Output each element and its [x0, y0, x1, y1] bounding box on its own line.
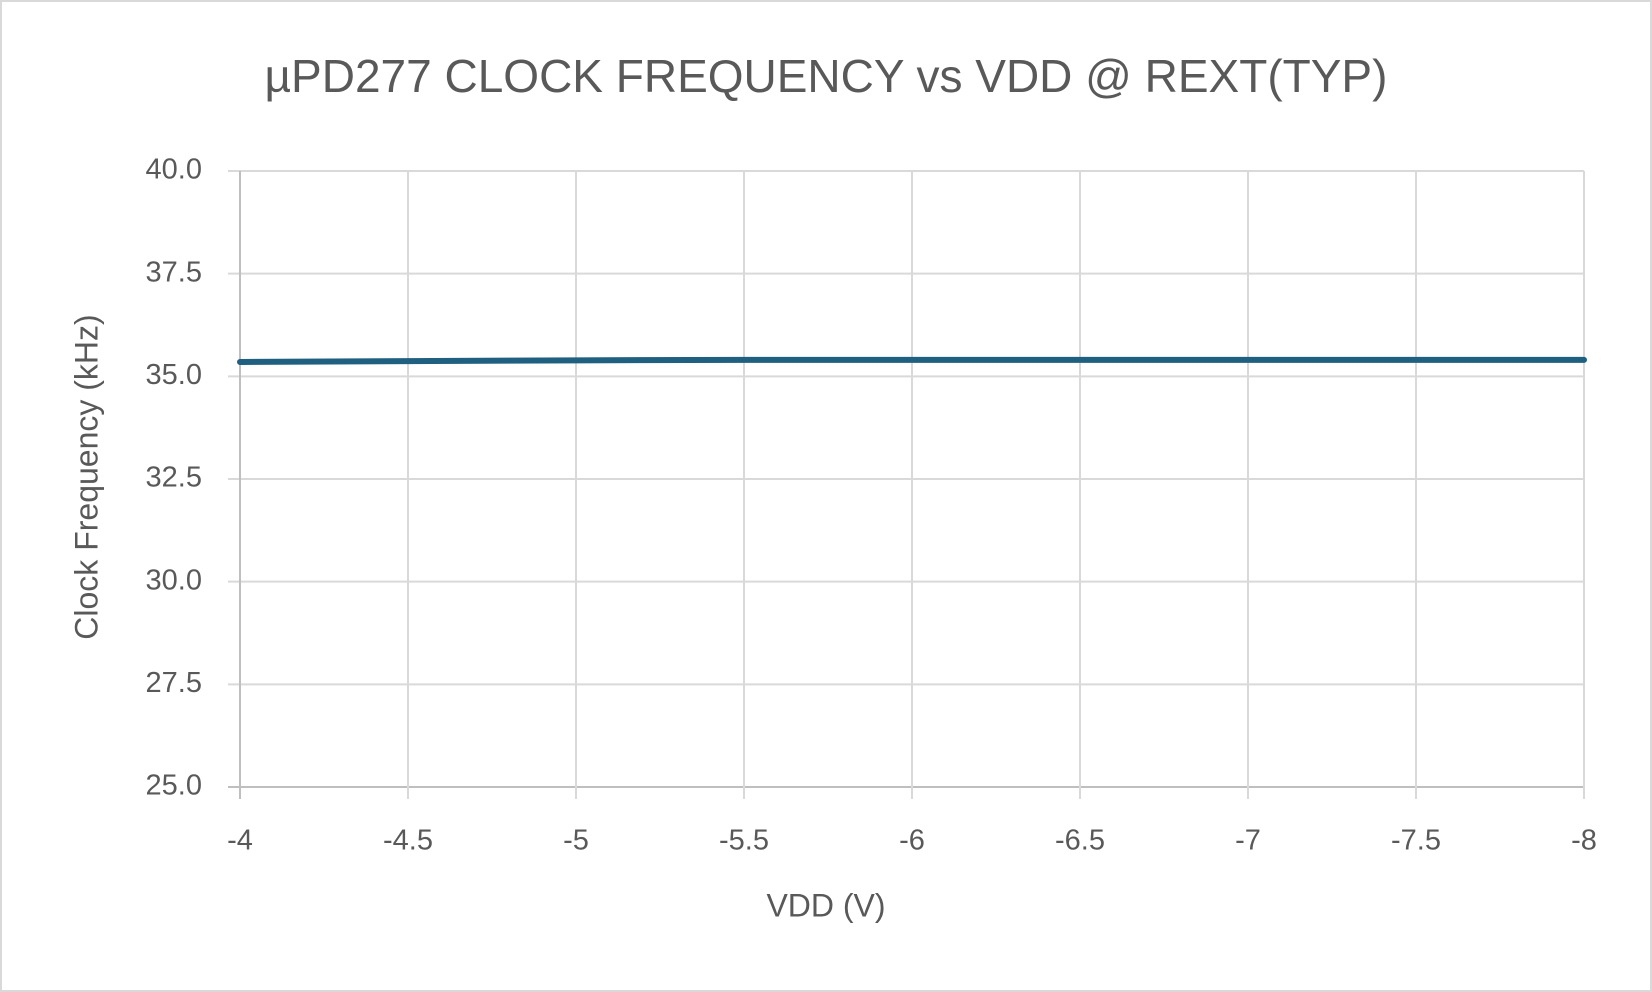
y-axis-label: Clock Frequency (kHz)	[68, 314, 104, 639]
y-tick-label: 32.5	[146, 462, 202, 494]
x-tick-label: -5.5	[719, 825, 769, 857]
y-tick-label: 40.0	[146, 154, 202, 186]
x-tick-label: -5	[563, 825, 589, 857]
chart-title: µPD277 CLOCK FREQUENCY vs VDD @ REXT(TYP…	[265, 50, 1388, 102]
y-tick-label: 37.5	[146, 256, 202, 288]
y-tick-label: 25.0	[146, 770, 202, 802]
x-tick-label: -6	[899, 825, 925, 857]
x-tick-label: -6.5	[1055, 825, 1105, 857]
x-tick-label: -4	[227, 825, 253, 857]
x-axis-label: VDD (V)	[766, 887, 885, 923]
y-tick-label: 35.0	[146, 359, 202, 391]
x-tick-label: -8	[1571, 825, 1597, 857]
y-tick-label: 30.0	[146, 564, 202, 596]
data-line	[237, 356, 1587, 365]
x-tick-label: -7	[1235, 825, 1261, 857]
y-tick-label: 27.5	[146, 667, 202, 699]
x-tick-label: -7.5	[1391, 825, 1441, 857]
x-tick-label: -4.5	[383, 825, 433, 857]
